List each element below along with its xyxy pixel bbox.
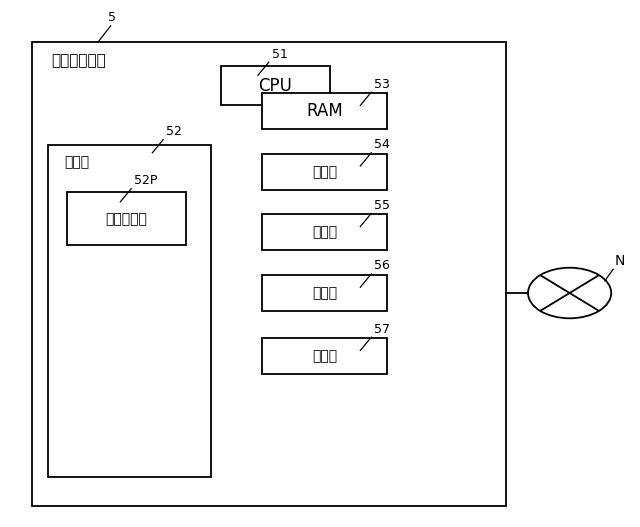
Text: プログラム: プログラム [106, 212, 147, 226]
Bar [221, 66, 330, 105]
Bar [67, 192, 186, 245]
Bar [262, 214, 387, 250]
Text: CPU: CPU [259, 76, 292, 95]
Bar [262, 93, 387, 129]
Text: 5: 5 [108, 11, 116, 24]
Bar [262, 154, 387, 190]
Text: 入力部: 入力部 [312, 165, 337, 179]
Text: 表示部: 表示部 [312, 226, 337, 239]
Text: 記憶部: 記憶部 [64, 155, 89, 170]
Text: 携帯端末装置: 携帯端末装置 [51, 53, 106, 67]
Text: RAM: RAM [307, 102, 343, 120]
Bar [262, 338, 387, 374]
Text: N: N [614, 253, 625, 268]
Bar [32, 42, 506, 506]
Text: 55: 55 [374, 199, 390, 212]
Text: 52P: 52P [134, 174, 158, 187]
Bar [262, 275, 387, 311]
Text: 53: 53 [374, 77, 390, 91]
Text: 52: 52 [166, 125, 182, 138]
Text: 54: 54 [374, 138, 390, 151]
Bar [48, 145, 211, 477]
Text: 51: 51 [272, 47, 288, 61]
Text: 56: 56 [374, 259, 390, 272]
Text: 57: 57 [374, 323, 390, 336]
Ellipse shape [528, 268, 611, 318]
Text: 通信部: 通信部 [312, 286, 337, 300]
Text: 受信部: 受信部 [312, 349, 337, 363]
